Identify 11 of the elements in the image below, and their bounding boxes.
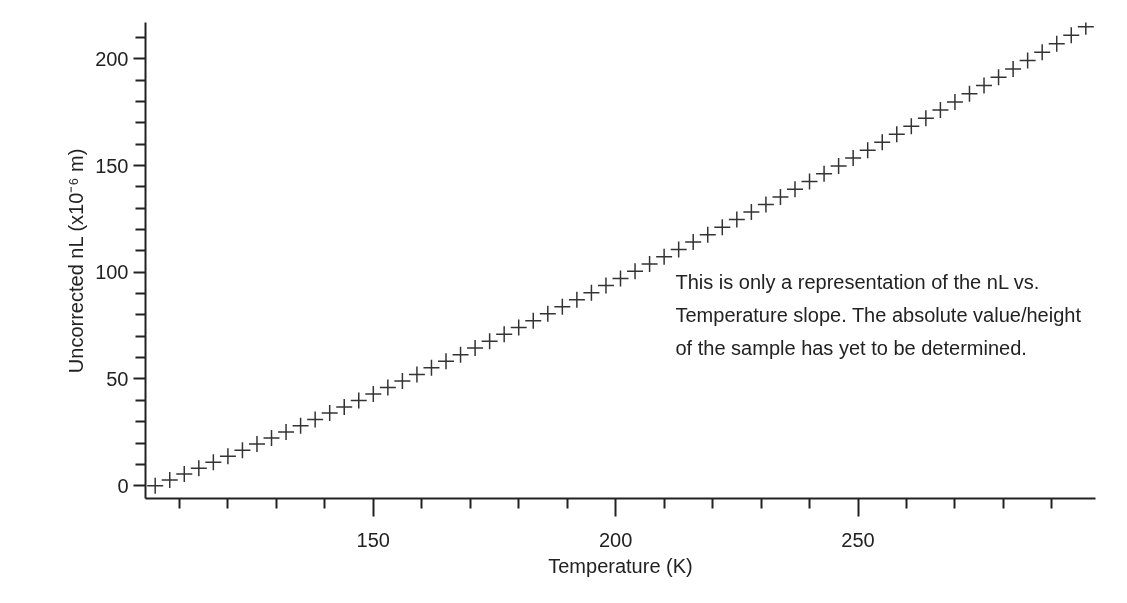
y-tick-label: 200 (95, 47, 129, 70)
x-tick-label: 200 (598, 528, 633, 551)
y-tick-label: 150 (95, 154, 129, 177)
y-axis-title: Uncorrected nL (x10⁻⁶ m) (65, 148, 88, 374)
x-tick-label: 250 (841, 528, 875, 551)
annotation: This is only a representation of the nL vs. Temperature slope. The absolute value/height of the sample has yet to be determined. (675, 270, 1082, 359)
y-tick-label: 50 (106, 367, 129, 390)
x-tick-label: 150 (356, 528, 390, 551)
x-axis-title: Temperature (K) (548, 554, 693, 577)
y-tick-label: 100 (95, 261, 129, 284)
y-tick-label: 0 (117, 474, 129, 497)
